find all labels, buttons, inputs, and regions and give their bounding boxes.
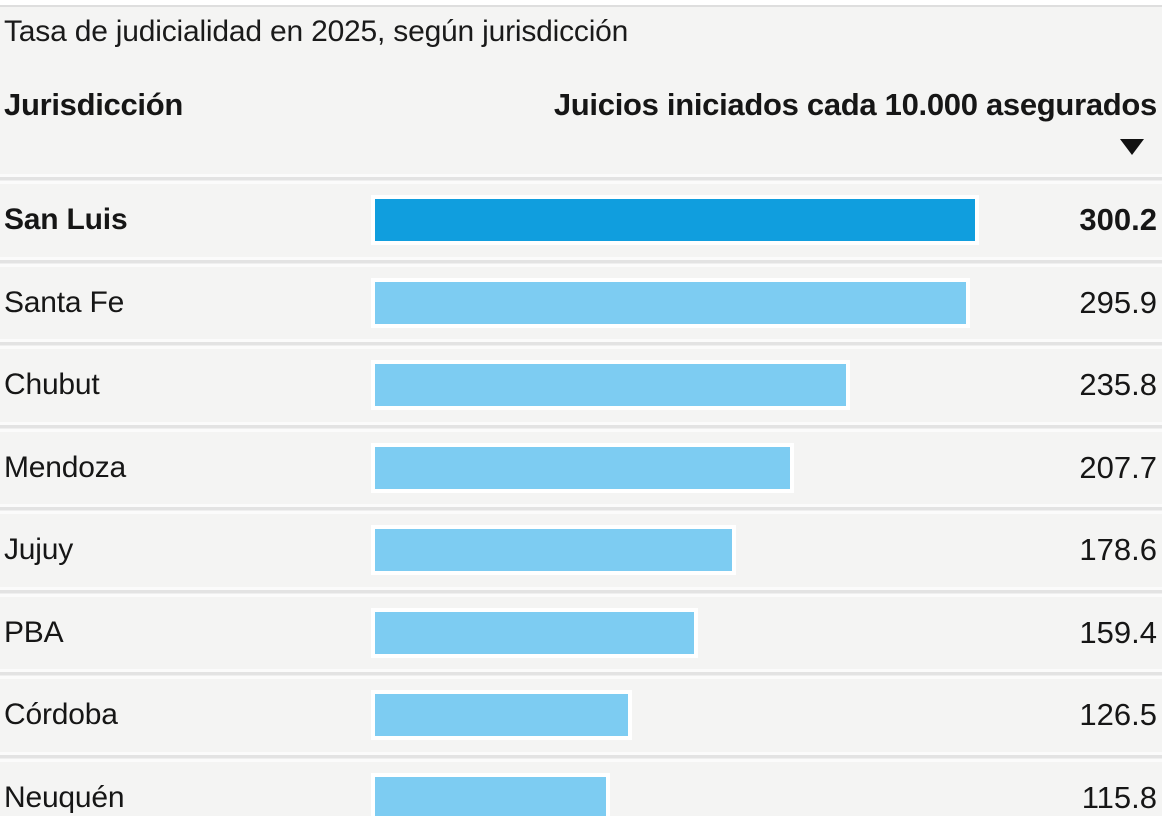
top-divider [0,0,1162,7]
bar-cell [375,694,1042,737]
row-label: Mendoza [4,450,127,484]
table-header: Jurisdicción Juicios iniciados cada 10.0… [0,87,1162,123]
row-label: Neuquén [4,780,125,814]
row-separator [0,256,1162,267]
bar-cell [375,611,1042,654]
value-bar [375,611,694,654]
column-header-juicios[interactable]: Juicios iniciados cada 10.000 asegurados [553,87,1157,122]
row-separator [0,421,1162,432]
row-value: 178.6 [1079,532,1157,568]
table-row: PBA 159.4 [0,597,1162,670]
table-row: San Luis 300.2 [0,184,1162,257]
column-header-jurisdiccion[interactable]: Jurisdicción [4,87,184,122]
row-label: PBA [4,615,64,649]
value-bar [375,776,607,816]
table-row: Jujuy 178.6 [0,514,1162,587]
bar-cell [375,529,1042,572]
row-label: San Luis [4,203,128,237]
bar-cell [375,199,1042,242]
value-bar [375,694,628,737]
row-value: 207.7 [1079,449,1157,485]
table-row: Neuquén 115.8 [0,762,1162,816]
value-bar [375,446,791,489]
value-bar [375,529,732,572]
row-separator [0,174,1162,184]
table-row: Chubut 235.8 [0,349,1162,422]
row-separator [0,751,1162,762]
sort-descending-icon[interactable] [1120,139,1144,155]
value-bar [375,199,975,242]
sort-indicator-row [0,139,1162,155]
table-row: Santa Fe 295.9 [0,267,1162,340]
row-separator [0,339,1162,349]
row-value: 159.4 [1079,614,1157,650]
row-value: 126.5 [1079,697,1157,733]
row-value: 300.2 [1079,202,1157,238]
bar-table: San Luis 300.2 Santa Fe 295.9 Chubut 235… [0,174,1162,816]
row-label: Jujuy [4,533,74,567]
chart-title: Tasa de judicialidad en 2025, según juri… [4,15,629,48]
row-label: Santa Fe [4,285,125,319]
bar-cell [375,364,1042,407]
row-value: 295.9 [1079,284,1157,320]
row-label: Chubut [4,368,100,402]
bar-cell [375,281,1042,324]
table-row: Córdoba 126.5 [0,679,1162,752]
row-separator [0,669,1162,679]
row-label: Córdoba [4,698,118,732]
row-value: 115.8 [1081,779,1157,815]
row-separator [0,504,1162,514]
table-row: Mendoza 207.7 [0,432,1162,505]
row-value: 235.8 [1079,367,1157,403]
bar-cell [375,776,1042,816]
bar-cell [375,446,1042,489]
value-bar [375,364,847,407]
row-separator [0,586,1162,597]
value-bar [375,281,967,324]
